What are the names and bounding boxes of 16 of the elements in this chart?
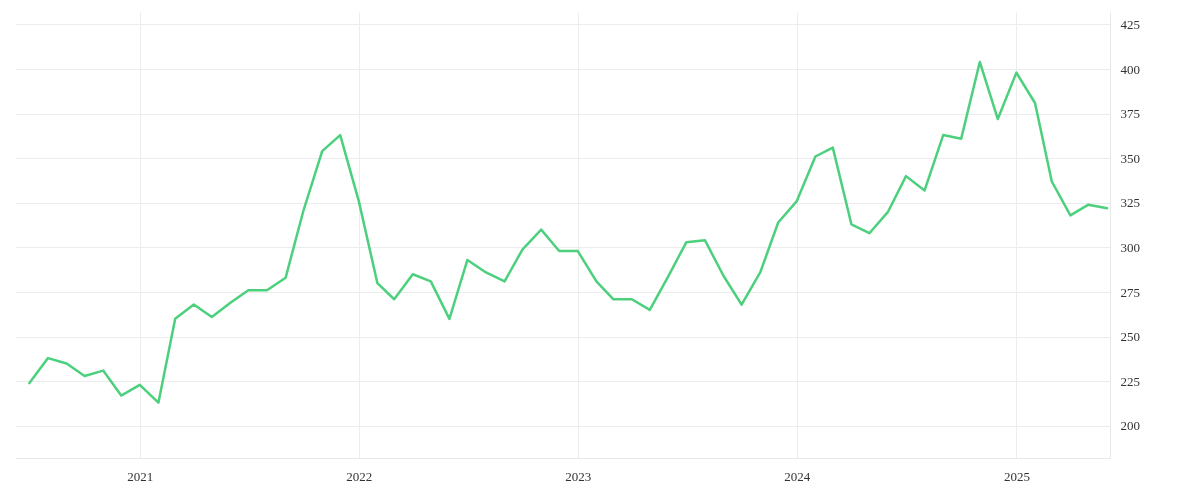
x-tick-label: 2024 [784,468,811,484]
x-tick-label: 2022 [346,468,373,484]
line-series [28,60,1109,404]
y-tick-label: 400 [1120,61,1140,77]
x-tick-label: 2025 [1003,468,1030,484]
y-tick-label: 300 [1120,239,1140,255]
x-tick-label: 2023 [565,468,592,484]
y-tick-label: 325 [1120,195,1140,211]
y-tick-label: 200 [1120,418,1140,434]
y-tick-label: 375 [1120,106,1140,122]
x-tick-label: 2021 [127,468,154,484]
y-tick-label: 350 [1120,150,1140,166]
y-tick-label: 250 [1120,329,1140,345]
y-tick-label: 275 [1120,284,1140,300]
y-tick-label: 425 [1120,16,1140,32]
y-tick-label: 225 [1120,373,1140,389]
